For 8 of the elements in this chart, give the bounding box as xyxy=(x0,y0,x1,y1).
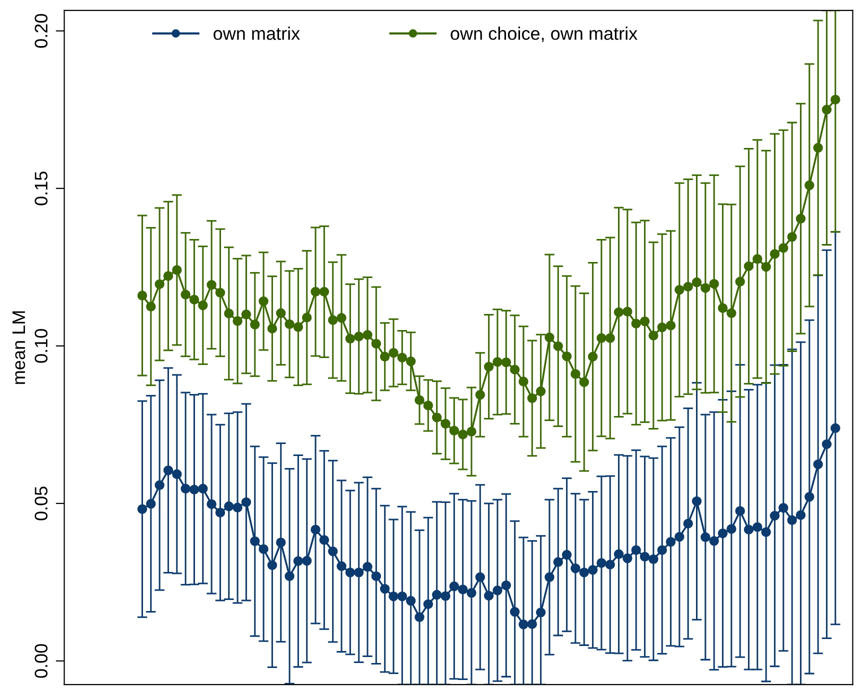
y-tick-label: 0.05 xyxy=(34,486,48,520)
legend-label: own matrix xyxy=(214,26,300,40)
y-tick-label: 0.00 xyxy=(34,644,48,678)
y-tick-label: 0.10 xyxy=(34,329,48,363)
y-tick-label: 0.20 xyxy=(34,14,48,48)
legend-label: own choice, own matrix xyxy=(450,26,638,42)
y-tick-label: 0.15 xyxy=(34,172,48,206)
y-axis-title: mean LM xyxy=(12,311,26,384)
